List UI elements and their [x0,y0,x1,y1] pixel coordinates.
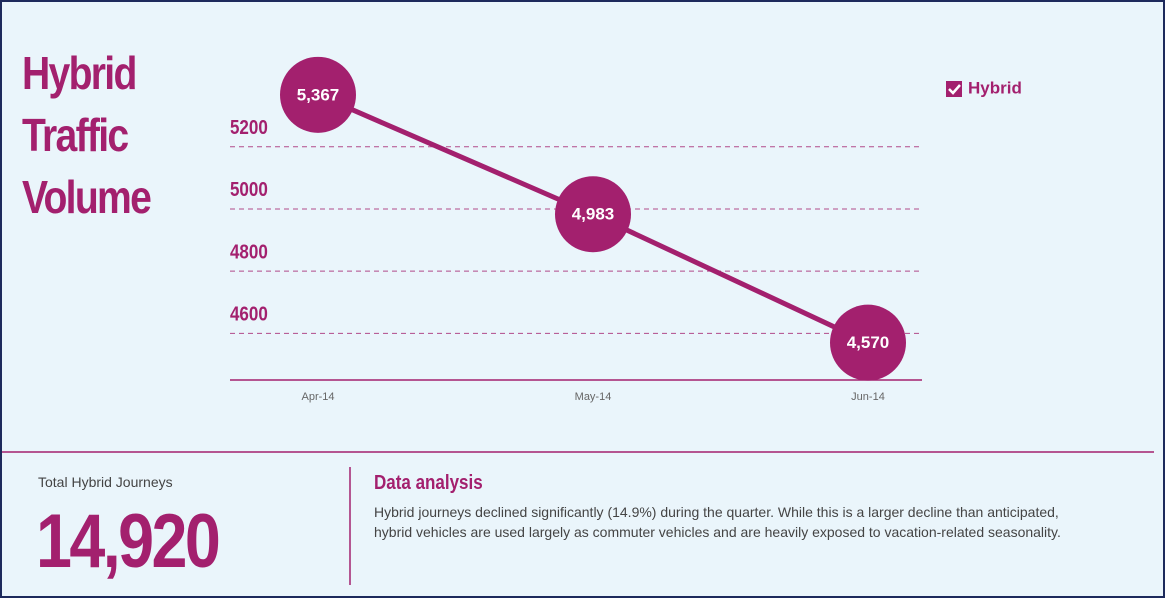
data-label: 5,367 [297,85,340,104]
chart-title: Hybrid Traffic Volume [22,47,152,223]
y-tick-label: 4600 [230,302,268,325]
x-tick-label: May-14 [575,391,612,403]
legend-label: Hybrid [968,78,1022,97]
analysis-title: Data analysis [374,472,483,494]
data-point [555,176,631,253]
data-point [280,56,356,133]
total-value: 14,920 [36,499,221,584]
data-label: 4,570 [847,333,890,352]
legend-checkbox [946,81,962,97]
x-tick-label: Jun-14 [851,391,885,403]
data-label: 4,983 [572,205,615,224]
analysis-text: Hybrid journeys declined significantly (… [374,504,1061,540]
x-tick-label: Apr-14 [301,391,334,403]
total-label: Total Hybrid Journeys [38,474,173,490]
data-point [830,304,906,381]
legend-check [948,84,961,95]
y-tick-label: 5200 [230,116,268,139]
y-tick-label: 4800 [230,240,268,263]
y-tick-label: 5000 [230,178,268,201]
